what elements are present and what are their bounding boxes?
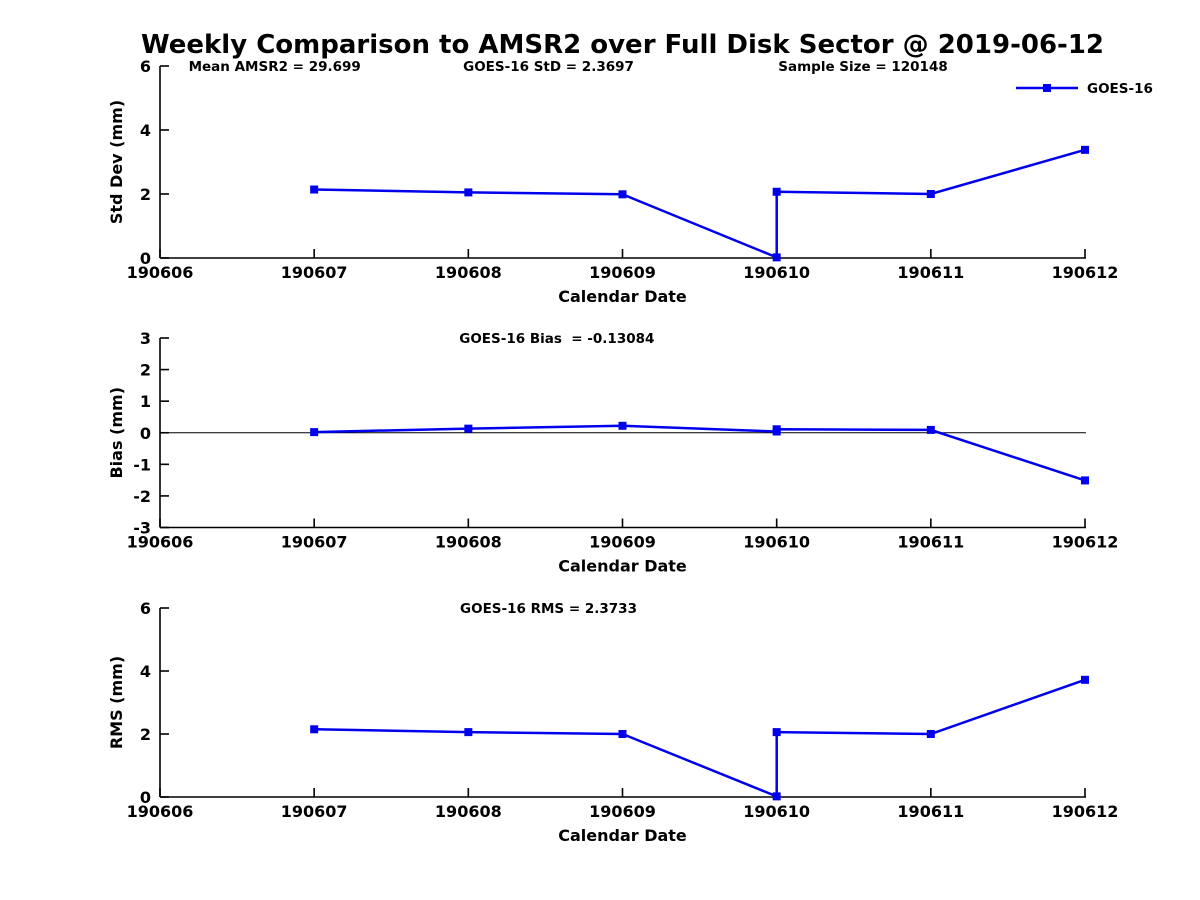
data-point-marker xyxy=(926,730,935,738)
x-tick-label: 190612 xyxy=(1052,533,1119,552)
series-line-GOES-16 xyxy=(314,678,1086,799)
stat-annotation: Mean AMSR2 = 29.699 xyxy=(189,59,361,75)
data-point-marker xyxy=(464,424,473,433)
data-point-marker xyxy=(772,425,781,434)
data-point-marker xyxy=(772,728,781,737)
y-tick-label: 0 xyxy=(140,424,151,443)
y-tick-label: 0 xyxy=(140,788,151,807)
x-tick-label: 190607 xyxy=(281,533,348,552)
y-tick-label: 2 xyxy=(140,185,151,204)
x-tick-label: 190609 xyxy=(589,802,656,821)
subplot-rms: 0 2 4 6 190606 190607 190608 190609 190610 190611… xyxy=(107,599,1118,845)
series-line-GOES-16 xyxy=(314,424,1086,482)
x-axis-title: Calendar Date xyxy=(558,557,687,576)
stat-annotation: GOES-16 Bias = -0.13084 xyxy=(459,331,654,347)
data-point-marker xyxy=(926,190,935,198)
data-point-marker xyxy=(618,190,627,199)
legend-marker xyxy=(1043,84,1051,92)
data-point-marker xyxy=(310,185,319,194)
stat-annotation: Sample Size = 120148 xyxy=(778,59,947,75)
data-point-marker xyxy=(464,188,473,197)
subplot-std-dev: 0 2 4 6 190606 190607 190608 190609 190610 190611… xyxy=(107,57,1153,306)
data-point-marker xyxy=(310,428,319,437)
subplot-bias: -3 -2 -1 0 1 2 3 190606 190607 190608 190609 190610… xyxy=(107,329,1118,576)
x-tick-label: 190610 xyxy=(743,263,810,282)
x-tick-label: 190611 xyxy=(897,263,964,282)
data-point-marker xyxy=(1081,145,1089,154)
x-axis-title: Calendar Date xyxy=(558,287,687,306)
x-tick-label: 190610 xyxy=(743,802,810,821)
x-tick-label: 190612 xyxy=(1052,802,1119,821)
x-tick-label: 190609 xyxy=(589,533,656,552)
data-point-marker xyxy=(618,730,627,738)
data-point-marker xyxy=(310,725,319,734)
x-tick-label: 190608 xyxy=(435,263,502,282)
x-tick-label: 190608 xyxy=(435,533,502,552)
data-point-marker xyxy=(1081,675,1089,684)
x-tick-label: 190606 xyxy=(127,802,194,821)
data-point-marker xyxy=(772,253,781,262)
y-tick-label: -1 xyxy=(133,455,151,474)
x-tick-label: 190611 xyxy=(897,533,964,552)
data-point-marker xyxy=(772,187,781,196)
x-tick-label: 190607 xyxy=(281,263,348,282)
data-point-marker xyxy=(464,728,473,737)
data-point-marker xyxy=(618,421,627,430)
y-axis-title: Bias (mm) xyxy=(107,387,126,479)
x-tick-label: 190612 xyxy=(1052,263,1119,282)
data-point-marker xyxy=(772,792,781,801)
x-axis-title: Calendar Date xyxy=(558,826,687,845)
series-line-GOES-16 xyxy=(314,148,1086,260)
y-tick-label: 4 xyxy=(140,121,151,140)
y-tick-label: -3 xyxy=(133,519,151,538)
y-tick-label: -2 xyxy=(133,487,151,506)
x-tick-label: 190608 xyxy=(435,802,502,821)
y-tick-label: 3 xyxy=(140,329,151,348)
y-tick-label: 6 xyxy=(140,599,151,618)
data-point-marker xyxy=(926,425,935,434)
x-tick-label: 190610 xyxy=(743,533,810,552)
stat-annotation: GOES-16 RMS = 2.3733 xyxy=(460,601,637,617)
stat-annotation: GOES-16 StD = 2.3697 xyxy=(463,59,634,75)
legend: GOES-16 xyxy=(1016,81,1153,97)
y-tick-label: 2 xyxy=(140,725,151,744)
y-tick-label: 4 xyxy=(140,662,151,681)
x-tick-label: 190611 xyxy=(897,802,964,821)
x-tick-label: 190609 xyxy=(589,263,656,282)
y-axis-title: Std Dev (mm) xyxy=(107,100,126,224)
y-tick-label: 1 xyxy=(140,392,151,411)
y-tick-label: 0 xyxy=(140,249,151,268)
x-tick-label: 190606 xyxy=(127,263,194,282)
x-tick-label: 190606 xyxy=(127,533,194,552)
y-tick-label: 2 xyxy=(140,361,151,380)
y-tick-label: 6 xyxy=(140,57,151,76)
figure-title: Weekly Comparison to AMSR2 over Full Dis… xyxy=(140,30,1105,60)
x-tick-label: 190607 xyxy=(281,802,348,821)
legend-label: GOES-16 xyxy=(1087,81,1153,97)
y-axis-title: RMS (mm) xyxy=(107,656,126,749)
data-point-marker xyxy=(1081,476,1089,485)
